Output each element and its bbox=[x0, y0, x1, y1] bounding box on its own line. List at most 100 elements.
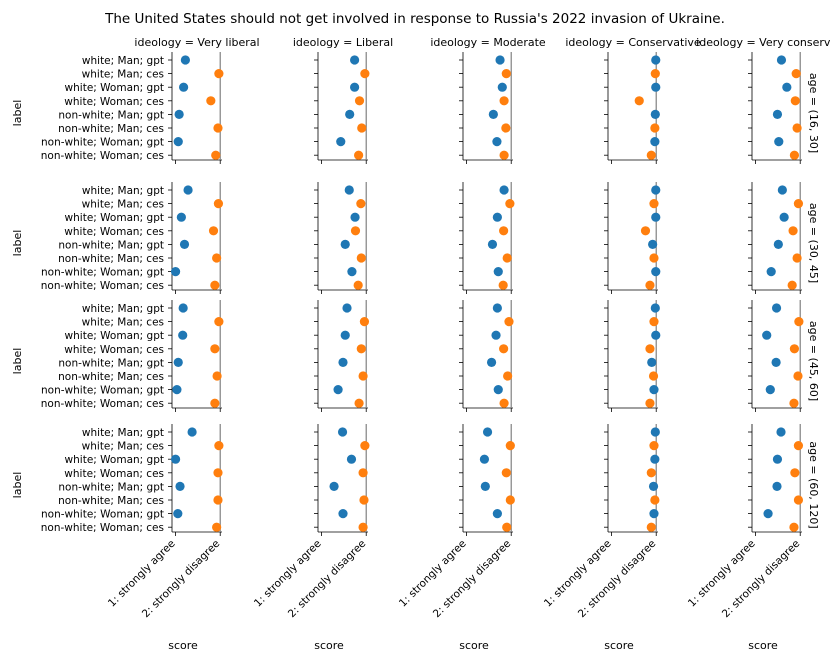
facet-panel bbox=[748, 52, 802, 164]
data-point-ces bbox=[793, 371, 803, 381]
data-point-ces bbox=[650, 495, 660, 505]
data-point-gpt bbox=[648, 481, 659, 491]
data-point-gpt bbox=[180, 55, 190, 65]
facet-panel bbox=[459, 424, 515, 536]
row-header: age = (60, 120] bbox=[807, 441, 820, 528]
data-point-gpt bbox=[173, 508, 183, 519]
data-point-gpt bbox=[650, 137, 660, 147]
y-tick-label: non-white; Woman; ces bbox=[41, 150, 164, 162]
data-point-gpt bbox=[499, 185, 509, 195]
y-tick-label: white; Woman; ces bbox=[64, 468, 164, 480]
data-point-gpt bbox=[772, 454, 783, 464]
facet-panel bbox=[748, 182, 804, 294]
data-point-gpt bbox=[773, 239, 783, 249]
x-tick-label: 2: strongly disagree bbox=[140, 538, 222, 620]
data-point-ces bbox=[645, 344, 655, 354]
data-point-gpt bbox=[346, 454, 357, 464]
data-point-gpt bbox=[482, 427, 493, 437]
facet-panel bbox=[748, 424, 804, 536]
column-header: ideology = Very liberal bbox=[134, 36, 259, 49]
y-axis-title: label bbox=[11, 100, 24, 127]
data-point-gpt bbox=[771, 303, 782, 313]
facet-panel bbox=[314, 52, 370, 164]
data-point-ces bbox=[787, 280, 797, 290]
data-point-ces bbox=[792, 123, 802, 133]
data-point-ces bbox=[648, 371, 659, 381]
y-tick-label: white; Man; gpt bbox=[82, 427, 164, 439]
facet-panel bbox=[459, 52, 513, 164]
y-tick-label: white; Man; gpt bbox=[82, 185, 164, 197]
data-point-gpt bbox=[170, 454, 181, 464]
data-point-gpt bbox=[337, 427, 348, 437]
data-point-ces bbox=[788, 226, 798, 236]
facet-panel bbox=[314, 300, 370, 412]
data-point-gpt bbox=[492, 212, 502, 222]
y-tick-label: white; Man; ces bbox=[82, 199, 164, 211]
data-point-ces bbox=[350, 226, 361, 236]
data-point-gpt bbox=[779, 212, 789, 222]
facet-panel bbox=[604, 300, 661, 412]
data-point-gpt bbox=[333, 385, 343, 395]
data-point-ces bbox=[213, 495, 223, 505]
data-point-ces bbox=[212, 522, 222, 532]
data-point-ces bbox=[214, 441, 224, 451]
data-point-gpt bbox=[651, 212, 661, 222]
x-axis-title: score bbox=[168, 639, 198, 652]
data-point-ces bbox=[354, 96, 365, 106]
data-point-ces bbox=[213, 199, 224, 209]
data-point-ces bbox=[358, 522, 368, 532]
data-point-ces bbox=[212, 253, 222, 263]
data-point-gpt bbox=[187, 427, 197, 437]
data-point-ces bbox=[646, 150, 656, 160]
data-point-ces bbox=[791, 69, 801, 79]
data-point-gpt bbox=[347, 267, 357, 277]
data-point-gpt bbox=[340, 330, 350, 340]
data-point-gpt bbox=[345, 109, 355, 119]
x-tick-label: 2: strongly disagree bbox=[576, 538, 658, 620]
x-tick-label: 2: strongly disagree bbox=[431, 538, 513, 620]
data-point-ces bbox=[634, 96, 644, 106]
data-point-gpt bbox=[493, 385, 503, 395]
y-axis-title: label bbox=[11, 230, 24, 257]
data-point-ces bbox=[793, 441, 804, 451]
facet-panel bbox=[168, 182, 224, 294]
data-point-gpt bbox=[777, 185, 787, 195]
data-point-gpt bbox=[340, 239, 350, 249]
row-header: age = (45, 60] bbox=[807, 321, 820, 401]
data-point-ces bbox=[208, 226, 219, 236]
data-point-ces bbox=[214, 317, 224, 327]
data-point-gpt bbox=[492, 303, 502, 313]
data-point-ces bbox=[501, 468, 511, 478]
data-point-gpt bbox=[771, 357, 781, 367]
data-point-ces bbox=[499, 226, 509, 236]
data-point-ces bbox=[501, 69, 511, 79]
column-header: ideology = Very conservative bbox=[696, 36, 830, 49]
data-point-gpt bbox=[479, 454, 490, 464]
facet-panel bbox=[604, 52, 661, 164]
facet-panel bbox=[168, 424, 224, 536]
data-point-ces bbox=[210, 280, 220, 290]
y-tick-label: white; Man; gpt bbox=[82, 55, 164, 67]
data-point-ces bbox=[790, 96, 800, 106]
facet-panel bbox=[168, 300, 224, 412]
data-point-ces bbox=[210, 344, 220, 354]
x-axis-title: score bbox=[748, 639, 778, 652]
data-point-gpt bbox=[342, 303, 352, 313]
y-tick-label: non-white; Man; gpt bbox=[58, 481, 164, 493]
data-point-ces bbox=[505, 441, 515, 451]
facet-panel bbox=[604, 182, 661, 294]
data-point-gpt bbox=[492, 137, 502, 147]
y-tick-label: non-white; Woman; ces bbox=[41, 280, 164, 292]
data-point-gpt bbox=[338, 508, 348, 519]
data-point-ces bbox=[645, 280, 655, 290]
y-tick-label: non-white; Woman; gpt bbox=[41, 267, 164, 279]
row-header: age = (30, 45] bbox=[807, 203, 820, 283]
data-point-gpt bbox=[350, 212, 360, 222]
data-point-ces bbox=[790, 468, 800, 478]
data-point-ces bbox=[358, 468, 368, 478]
data-point-gpt bbox=[766, 267, 776, 277]
data-point-ces bbox=[210, 398, 220, 408]
x-axis-title: score bbox=[459, 639, 489, 652]
data-point-ces bbox=[649, 199, 659, 209]
data-point-ces bbox=[793, 199, 804, 209]
